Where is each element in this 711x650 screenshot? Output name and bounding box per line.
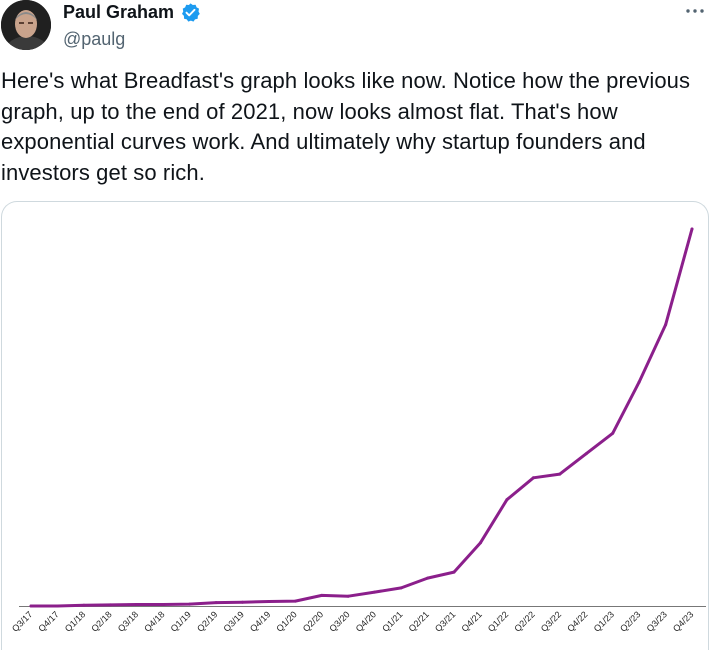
verified-badge-icon[interactable] xyxy=(180,2,201,23)
x-tick-label: Q4/23 xyxy=(671,609,695,633)
data-point xyxy=(690,227,694,231)
x-tick-label: Q3/18 xyxy=(116,609,140,633)
x-tick-label: Q3/23 xyxy=(645,609,669,633)
x-tick-label: Q4/22 xyxy=(565,609,589,633)
x-tick-label: Q3/22 xyxy=(539,609,563,633)
data-point xyxy=(241,600,244,604)
data-point xyxy=(664,323,668,327)
data-point xyxy=(373,590,377,594)
x-tick-label: Q1/18 xyxy=(63,609,87,633)
author-name[interactable]: Paul Graham xyxy=(63,2,175,22)
tweet-media-chart[interactable]: Q3/17 Q4/17 Q1/18 Q2/18 Q3/18 Q4/18 Q1/19 Q2/19… xyxy=(1,201,709,650)
data-point xyxy=(82,603,86,607)
x-tick-label: Q3/17 xyxy=(10,609,34,633)
data-point xyxy=(135,603,139,606)
x-tick-label: Q4/20 xyxy=(354,609,378,633)
data-point xyxy=(55,604,59,608)
data-point xyxy=(293,599,297,603)
series-line xyxy=(29,227,694,608)
author-handle[interactable]: @paulg xyxy=(63,29,126,49)
data-point xyxy=(214,601,218,605)
x-tick-label: Q2/22 xyxy=(512,609,536,633)
x-tick-label: Q1/20 xyxy=(274,609,298,633)
avatar-portrait-icon xyxy=(1,0,51,50)
data-point xyxy=(29,604,33,608)
data-point xyxy=(558,472,562,476)
data-point xyxy=(161,603,165,606)
data-point xyxy=(108,603,112,607)
x-tick-label: Q3/20 xyxy=(327,609,351,633)
author-avatar[interactable] xyxy=(1,0,51,50)
x-tick-label: Q4/17 xyxy=(36,609,60,633)
growth-line-chart: Q3/17 Q4/17 Q1/18 Q2/18 Q3/18 Q4/18 Q1/19 Q2/19… xyxy=(10,227,706,634)
chart-x-tick-labels: Q3/17 Q4/17 Q1/18 Q2/18 Q3/18 Q4/18 Q1/19 Q2/19… xyxy=(10,609,695,633)
data-point xyxy=(611,431,615,435)
tweet-text: Here's what Breadfast's graph looks like… xyxy=(1,68,691,185)
x-tick-label: Q1/21 xyxy=(380,609,404,633)
data-point xyxy=(505,498,509,502)
x-tick-label: Q2/19 xyxy=(195,609,219,633)
x-tick-label: Q1/22 xyxy=(486,609,510,633)
x-tick-label: Q3/19 xyxy=(221,609,245,633)
data-point xyxy=(320,593,324,597)
data-point xyxy=(399,586,403,590)
data-point xyxy=(267,600,271,603)
data-point xyxy=(531,476,535,480)
x-tick-label: Q4/21 xyxy=(459,609,483,633)
data-point xyxy=(188,602,192,606)
x-tick-label: Q2/23 xyxy=(618,609,642,633)
data-point xyxy=(479,541,482,545)
x-tick-label: Q2/18 xyxy=(89,609,113,633)
data-point xyxy=(584,452,588,456)
x-tick-label: Q1/19 xyxy=(169,609,193,633)
data-point xyxy=(346,594,350,598)
data-point xyxy=(426,576,430,580)
x-tick-label: Q2/21 xyxy=(407,609,431,633)
x-tick-label: Q3/21 xyxy=(433,609,457,633)
x-tick-label: Q4/18 xyxy=(142,609,166,633)
x-tick-label: Q2/20 xyxy=(301,609,325,633)
x-tick-label: Q1/23 xyxy=(592,609,616,633)
chart-series xyxy=(29,227,694,608)
x-tick-label: Q4/19 xyxy=(248,609,272,633)
data-point xyxy=(637,380,641,384)
more-horizontal-icon[interactable] xyxy=(682,0,708,26)
data-point xyxy=(452,570,456,574)
